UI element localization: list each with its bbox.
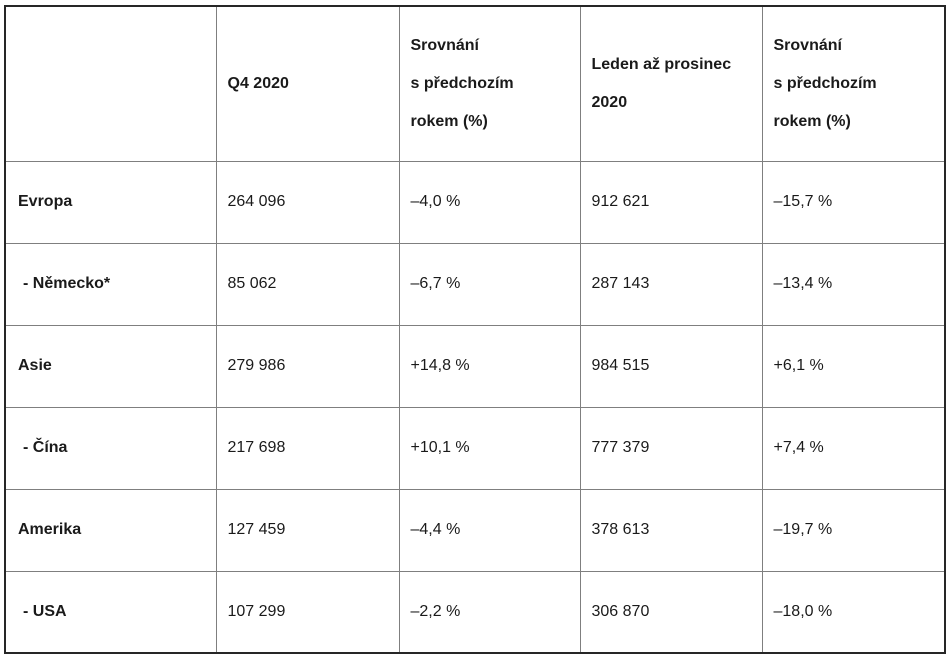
cell-q4-yoy: –6,7 % [398, 242, 581, 326]
row-label: Evropa [4, 160, 217, 244]
cell-q4-yoy: –4,4 % [398, 488, 581, 572]
cell-fy-yoy: –19,7 % [761, 488, 946, 572]
regional-sales-table: Q4 2020 Srovnání s předchozím rokem (%) … [4, 5, 946, 654]
cell-q4-yoy: –4,0 % [398, 160, 581, 244]
cell-q4-value: 107 299 [215, 570, 400, 654]
row-label: - Německo* [4, 242, 217, 326]
table-row-nemecko: - Německo* 85 062 –6,7 % 287 143 –13,4 % [4, 242, 946, 326]
cell-fy-value: 984 515 [579, 324, 763, 408]
cell-fy-yoy: +7,4 % [761, 406, 946, 490]
cell-q4-yoy: –2,2 % [398, 570, 581, 654]
header-q4-yoy-comparison: Srovnání s předchozím rokem (%) [398, 5, 581, 162]
cell-q4-yoy: +10,1 % [398, 406, 581, 490]
row-label: Amerika [4, 488, 217, 572]
header-region [4, 5, 217, 162]
cell-fy-yoy: –18,0 % [761, 570, 946, 654]
cell-q4-value: 264 096 [215, 160, 400, 244]
header-fy-yoy-comparison: Srovnání s předchozím rokem (%) [761, 5, 946, 162]
cell-fy-yoy: +6,1 % [761, 324, 946, 408]
header-q4-2020: Q4 2020 [215, 5, 400, 162]
header-jan-dec-2020: Leden až prosinec 2020 [579, 5, 763, 162]
table-row-evropa: Evropa 264 096 –4,0 % 912 621 –15,7 % [4, 160, 946, 244]
cell-fy-value: 912 621 [579, 160, 763, 244]
table-body: Evropa 264 096 –4,0 % 912 621 –15,7 % - … [4, 160, 946, 654]
cell-q4-value: 85 062 [215, 242, 400, 326]
header-row: Q4 2020 Srovnání s předchozím rokem (%) … [4, 5, 946, 162]
cell-fy-value: 378 613 [579, 488, 763, 572]
cell-q4-value: 217 698 [215, 406, 400, 490]
row-label: Asie [4, 324, 217, 408]
table-row-cina: - Čína 217 698 +10,1 % 777 379 +7,4 % [4, 406, 946, 490]
cell-q4-value: 127 459 [215, 488, 400, 572]
cell-q4-value: 279 986 [215, 324, 400, 408]
cell-fy-value: 287 143 [579, 242, 763, 326]
row-label: - Čína [4, 406, 217, 490]
cell-fy-yoy: –15,7 % [761, 160, 946, 244]
cell-q4-yoy: +14,8 % [398, 324, 581, 408]
table-row-usa: - USA 107 299 –2,2 % 306 870 –18,0 % [4, 570, 946, 654]
cell-fy-yoy: –13,4 % [761, 242, 946, 326]
row-label: - USA [4, 570, 217, 654]
table-row-asie: Asie 279 986 +14,8 % 984 515 +6,1 % [4, 324, 946, 408]
table-header: Q4 2020 Srovnání s předchozím rokem (%) … [4, 5, 946, 162]
cell-fy-value: 306 870 [579, 570, 763, 654]
cell-fy-value: 777 379 [579, 406, 763, 490]
table-row-amerika: Amerika 127 459 –4,4 % 378 613 –19,7 % [4, 488, 946, 572]
